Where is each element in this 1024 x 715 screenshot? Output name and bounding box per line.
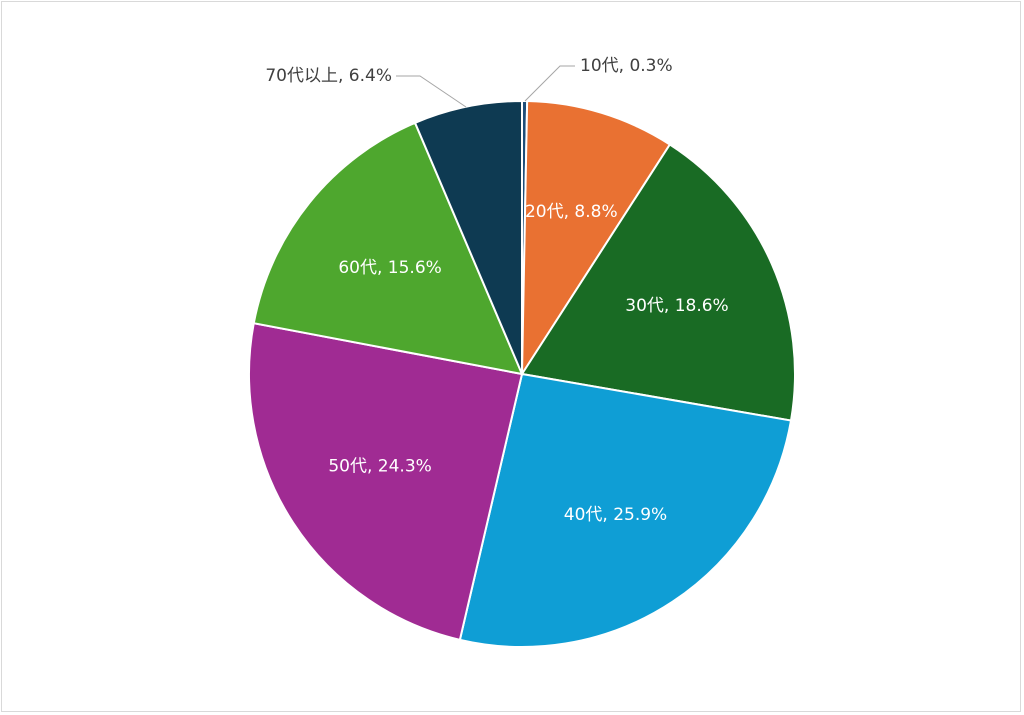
pie-slice-label-1: 10代, 0.3% [580,56,673,76]
leader-line-7 [396,75,467,108]
pie-slice-label-5: 50代, 24.3% [328,456,431,476]
pie-slice-6 [252,121,524,376]
pie-slice-3 [520,143,796,422]
pie-slice-label-6: 60代, 15.6% [338,258,441,278]
pie-slice-5 [248,322,524,642]
pie-slice-label-2: 20代, 8.8% [525,202,618,222]
leader-line-1 [524,65,575,102]
pie-slice-2 [520,100,672,378]
pie-slice-label-4: 40代, 25.9% [564,505,667,525]
pie-slice-label-7: 70代以上, 6.4% [265,66,392,86]
pie-slice-7 [413,99,523,375]
pie-slice-label-3: 30代, 18.6% [625,296,728,316]
pie-slice-4 [458,372,793,648]
